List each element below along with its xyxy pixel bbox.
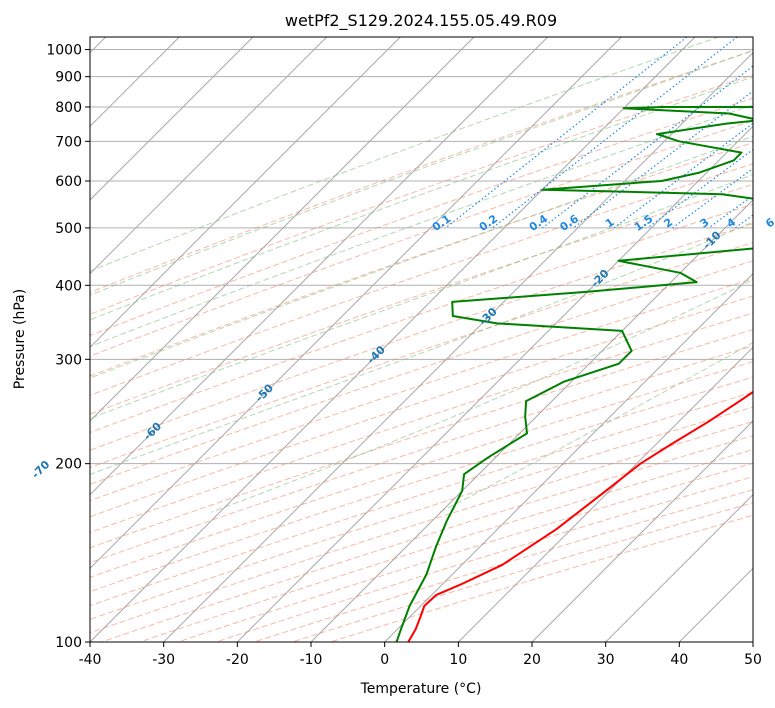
dry-adiabat bbox=[90, 391, 753, 607]
chart-title: wetPf2_S129.2024.155.05.49.R09 bbox=[285, 11, 557, 31]
plot-frame bbox=[89, 36, 754, 643]
isotherm-line bbox=[236, 125, 753, 642]
y-tick-label: 200 bbox=[55, 457, 82, 473]
isotherm-line bbox=[457, 346, 753, 642]
mixing-ratio-label: 6 bbox=[763, 215, 775, 230]
isotherm-line bbox=[90, 37, 475, 422]
dewpoint-profile bbox=[395, 106, 753, 642]
dry-adiabat bbox=[90, 142, 753, 377]
isotherm-line bbox=[90, 37, 696, 642]
x-axis-title: Temperature (°C) bbox=[360, 681, 482, 697]
x-tick-label: 20 bbox=[523, 652, 541, 668]
dry-adiabat bbox=[90, 223, 753, 451]
x-tick-label: 0 bbox=[380, 652, 389, 668]
isotherm-line bbox=[90, 37, 328, 275]
isotherm-line bbox=[384, 272, 753, 642]
dry-adiabat bbox=[177, 462, 753, 642]
dry-adiabat bbox=[90, 361, 753, 578]
x-tick-label: 40 bbox=[670, 652, 688, 668]
y-axis-title: Pressure (hPa) bbox=[12, 289, 28, 389]
dry-adiabat bbox=[90, 163, 753, 396]
y-tick-label: 500 bbox=[55, 221, 82, 237]
x-tick-label: 30 bbox=[597, 652, 615, 668]
y-tick-label: 700 bbox=[55, 134, 82, 150]
dry-adiabat bbox=[90, 312, 753, 533]
dry-adiabat bbox=[90, 295, 753, 518]
dry-adiabat bbox=[101, 435, 753, 642]
y-tick-label: 100 bbox=[55, 635, 82, 651]
dry-adiabat bbox=[90, 406, 753, 620]
isotherm-line bbox=[90, 37, 254, 201]
dry-adiabat bbox=[90, 74, 753, 315]
y-tick-label: 900 bbox=[55, 70, 82, 86]
y-tick-label: 1000 bbox=[46, 43, 82, 59]
x-tick-label: -40 bbox=[79, 652, 102, 668]
reference-lines bbox=[90, 37, 753, 642]
dry-adiabat bbox=[90, 241, 753, 469]
dry-adiabat bbox=[254, 489, 753, 642]
dry-adiabat bbox=[330, 514, 753, 642]
dry-adiabat bbox=[90, 50, 753, 293]
x-tick-label: -30 bbox=[152, 652, 175, 668]
isotherm-line bbox=[90, 37, 549, 496]
x-tick-label: -20 bbox=[226, 652, 249, 668]
profile-lines bbox=[395, 106, 753, 642]
isotherm-line bbox=[90, 37, 401, 349]
y-tick-label: 800 bbox=[55, 100, 82, 116]
moist-adiabat bbox=[90, 173, 753, 419]
dry-adiabat bbox=[90, 97, 753, 337]
x-tick-label: 50 bbox=[744, 652, 762, 668]
x-tick-label: 10 bbox=[449, 652, 467, 668]
x-tick-label: -10 bbox=[300, 652, 323, 668]
y-tick-label: 600 bbox=[55, 174, 82, 190]
y-tick-label: 300 bbox=[55, 352, 82, 368]
dry-adiabat bbox=[90, 329, 753, 549]
dry-adiabat bbox=[90, 183, 753, 415]
mixing-ratio-line bbox=[445, 37, 688, 229]
isotherm-line bbox=[531, 420, 753, 642]
dry-adiabat bbox=[90, 420, 753, 634]
temperature-profile bbox=[407, 390, 753, 642]
moist-adiabat bbox=[90, 37, 720, 272]
isotherm-line bbox=[90, 37, 622, 570]
isotherm-line bbox=[605, 493, 753, 642]
plot-background bbox=[90, 37, 753, 642]
y-tick-label: 400 bbox=[55, 278, 82, 294]
mixing-ratio-line bbox=[613, 122, 753, 229]
